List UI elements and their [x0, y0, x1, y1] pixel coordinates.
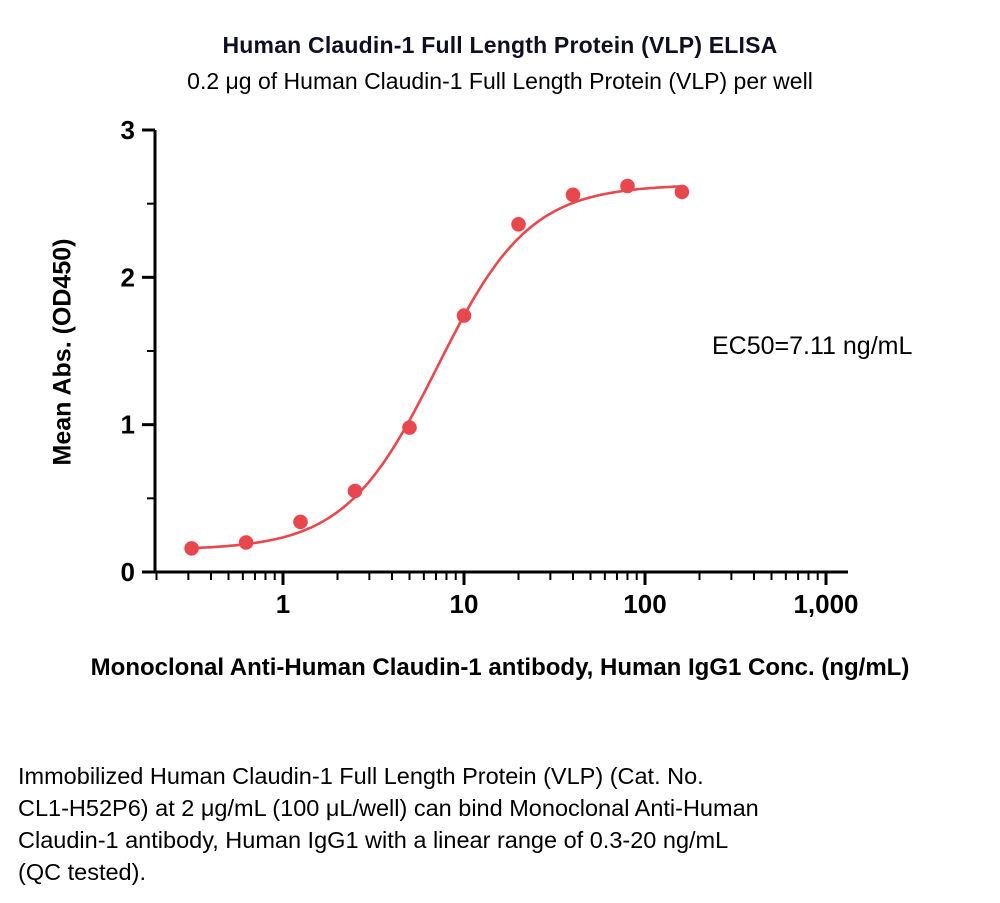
y-tick-label: 3: [121, 115, 135, 145]
data-point: [347, 483, 363, 499]
caption-line: Immobilized Human Claudin-1 Full Length …: [18, 763, 704, 789]
data-point: [620, 178, 635, 194]
x-tick-label: 100: [623, 589, 666, 619]
chart-title: Human Claudin-1 Full Length Protein (VLP…: [222, 32, 778, 58]
y-tick-label: 2: [121, 262, 135, 292]
data-point: [511, 217, 526, 232]
data-point: [674, 184, 690, 200]
ec50-annotation: EC50=7.11 ng/mL: [712, 332, 913, 360]
data-point: [456, 308, 472, 323]
fit-curve: [188, 185, 682, 550]
y-tick-label: 1: [121, 410, 135, 440]
chart-subtitle: 0.2 μg of Human Claudin-1 Full Length Pr…: [187, 68, 813, 94]
x-tick-label: 10: [450, 589, 479, 619]
elisa-chart-canvas: 0 1 2 3 1 10 100 1,000: [121, 115, 859, 619]
x-axis-label: Monoclonal Anti-Human Claudin-1 antibody…: [90, 654, 910, 681]
data-point: [293, 514, 308, 530]
figure-caption: Immobilized Human Claudin-1 Full Length …: [18, 760, 968, 888]
caption-line: (QC tested).: [18, 859, 146, 885]
caption-line: Claudin-1 antibody, Human IgG1 with a li…: [18, 827, 729, 853]
caption-line: CL1-H52P6) at 2 μg/mL (100 μL/well) can …: [18, 795, 759, 821]
data-point: [238, 535, 254, 550]
y-tick-label: 0: [121, 557, 135, 587]
data-point: [402, 420, 417, 435]
data-point: [565, 187, 581, 203]
x-tick-label: 1,000: [793, 589, 858, 619]
x-tick-label: 1: [276, 589, 290, 619]
data-point: [184, 541, 199, 556]
